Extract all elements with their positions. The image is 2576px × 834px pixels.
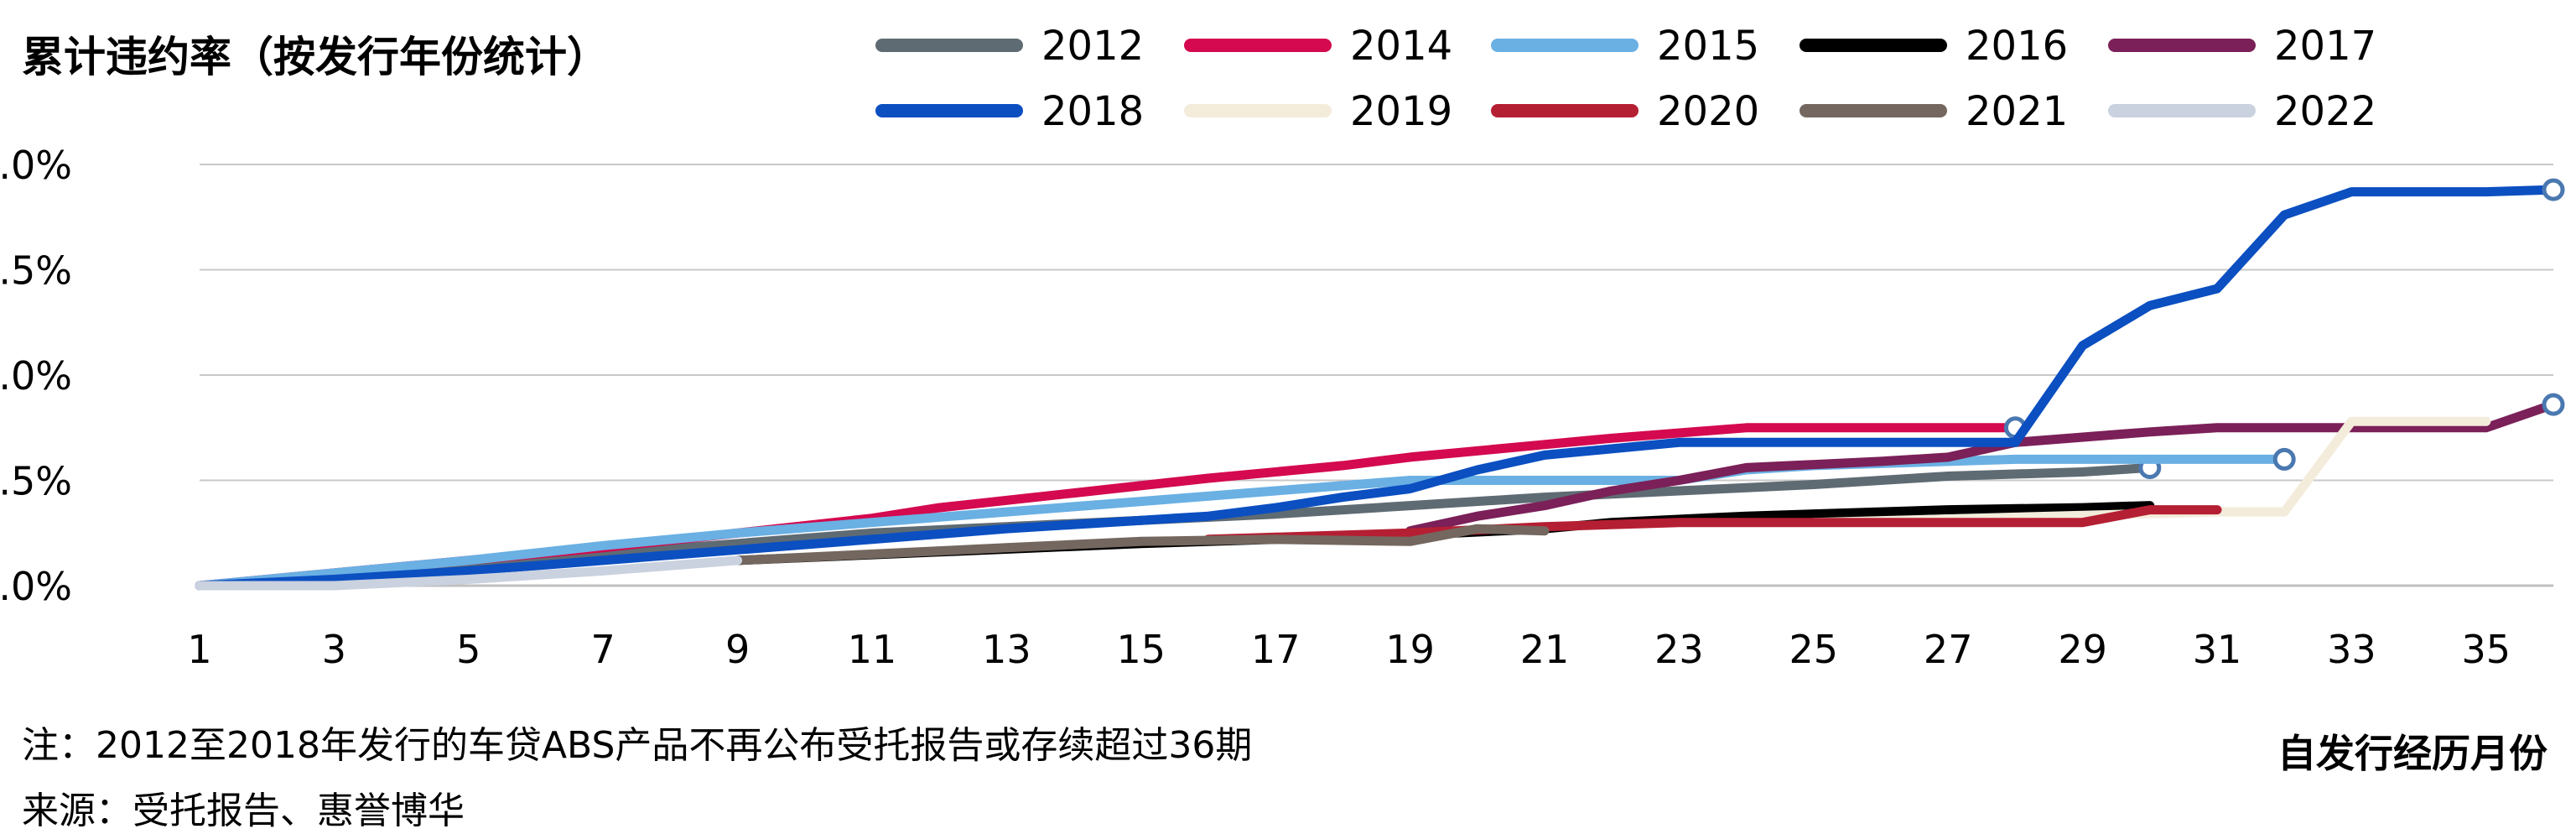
x-tick-label: 25 [1789, 627, 1839, 672]
series-line-2019 [1809, 416, 2491, 528]
legend-label-2021: 2021 [1966, 88, 2068, 135]
x-tick-label: 13 [982, 627, 1031, 672]
gridlines [200, 164, 2553, 587]
legend-label-2014: 2014 [1350, 23, 1452, 70]
series-end-marker-2017 [2542, 393, 2565, 416]
x-tick-label: 21 [1520, 627, 1570, 672]
x-tick-label: 23 [1654, 627, 1704, 672]
y-tick-label: 0.0% [0, 564, 72, 609]
x-tick-label: 11 [848, 627, 897, 672]
y-tick-label: 1.0% [0, 353, 72, 399]
series-line-2021 [733, 524, 1550, 566]
x-tick-label: 19 [1385, 627, 1435, 672]
legend-label-2018: 2018 [1041, 88, 1144, 135]
legend-label-2020: 2020 [1657, 88, 1759, 135]
series-end-marker-2015 [2272, 447, 2296, 471]
x-tick-label: 35 [2462, 627, 2511, 672]
source-note: 来源：受托报告、惠誉博华 [22, 790, 465, 832]
x-tick-label: 5 [456, 627, 480, 672]
axes: 0.0%0.5%1.0%1.5%2.0%13579111315171921232… [0, 143, 2511, 672]
x-axis-label: 自发行经历月份 [2277, 731, 2547, 776]
legend-label-2019: 2019 [1350, 88, 1452, 135]
x-tick-label: 7 [591, 627, 615, 672]
legend-label-2012: 2012 [1041, 23, 1144, 70]
y-tick-label: 0.5% [0, 459, 72, 504]
x-tick-label: 1 [187, 627, 211, 672]
x-tick-label: 3 [322, 627, 346, 672]
y-tick-label: 1.5% [0, 248, 72, 294]
legend-label-2016: 2016 [1966, 23, 2068, 70]
series-line-2022 [195, 555, 743, 591]
x-tick-label: 27 [1924, 627, 1973, 672]
legend-label-2017: 2017 [2274, 23, 2376, 70]
legend-label-2015: 2015 [1657, 23, 1759, 70]
legend: 2012 2014 2015 2016 2017 2018 2019 2020 2021 2022 [875, 23, 2376, 135]
footnote: 注：2012至2018年发行的车贷ABS产品不再公布受托报告或存续超过36期 [22, 724, 1253, 767]
series-lines [195, 178, 2565, 591]
series-line-2018 [195, 185, 2558, 591]
chart-title: 累计违约率（按发行年份统计） [22, 33, 609, 81]
y-tick-label: 2.0% [0, 143, 72, 188]
x-tick-label: 29 [2058, 627, 2107, 672]
series-end-marker-2018 [2542, 178, 2565, 201]
x-tick-label: 17 [1251, 627, 1301, 672]
series-line-2017 [1405, 399, 2558, 536]
x-tick-label: 15 [1117, 627, 1166, 672]
x-tick-label: 31 [2193, 627, 2242, 672]
x-tick-label: 9 [725, 627, 750, 672]
legend-label-2022: 2022 [2274, 88, 2376, 135]
x-tick-label: 33 [2327, 627, 2376, 672]
